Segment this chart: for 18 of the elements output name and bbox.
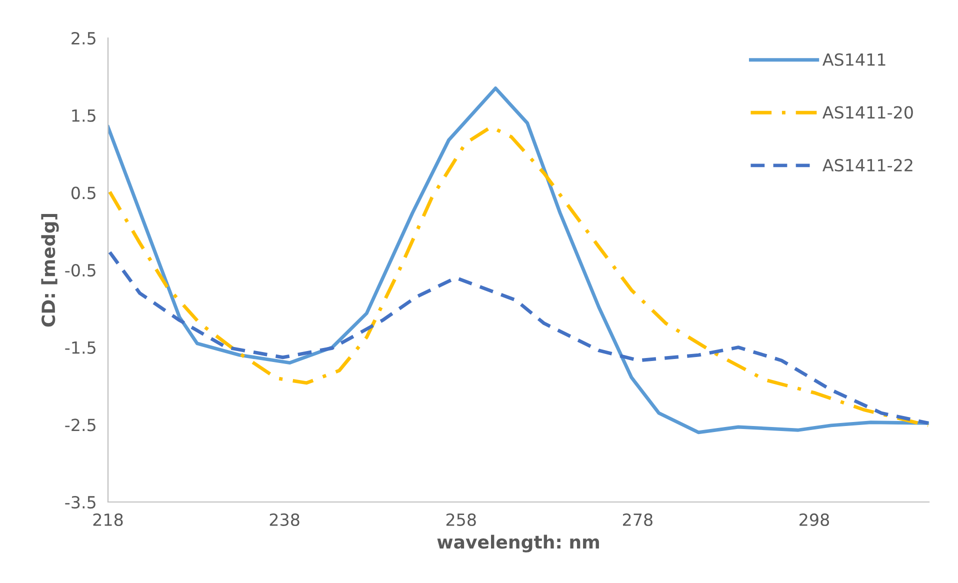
y-tick-label: -3.5 [65,496,96,509]
x-tick-label: 238 [270,513,300,526]
y-tick-label: -2.5 [65,418,96,432]
y-tick-label: -1.5 [65,342,96,354]
y-tick-label: 1.5 [72,110,96,122]
x-tick-label: 278 [622,513,652,526]
y-tick-label: 0.5 [71,186,96,200]
x-tick-label: 218 [93,513,123,526]
x-axis-title: wavelength: nm [437,534,599,552]
y-tick-label: 2.5 [72,32,96,45]
legend-label: AS1411-20 [822,106,913,119]
legend-label: AS1411 [822,53,886,66]
x-tick-label: 298 [800,513,829,526]
y-axis-title: CD: [medg] [41,214,59,327]
x-tick-label: 258 [446,513,476,526]
legend-label: AS1411-22 [822,158,912,172]
y-tick-label: -0.5 [65,264,96,277]
line-series [108,250,929,425]
